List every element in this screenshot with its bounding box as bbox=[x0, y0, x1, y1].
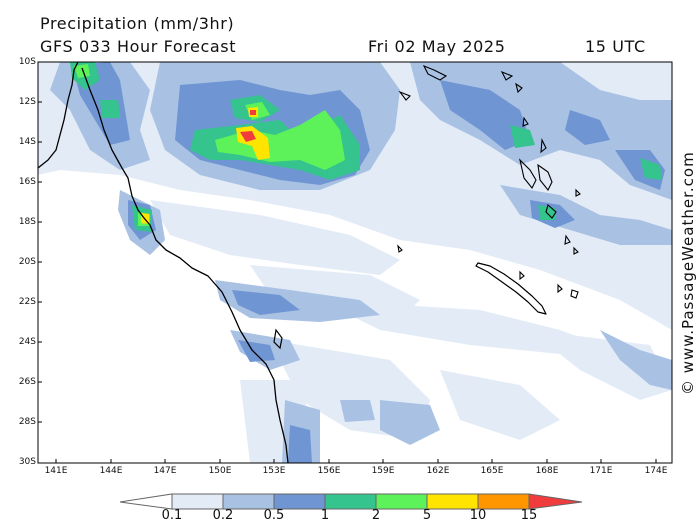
lat-label: 22S bbox=[18, 297, 36, 307]
lon-label: 168E bbox=[535, 466, 559, 476]
lat-label: 16S bbox=[18, 177, 36, 187]
lat-label: 30S bbox=[18, 457, 36, 467]
lon-label: 174E bbox=[644, 466, 668, 476]
legend-label: 10 bbox=[469, 508, 487, 523]
lat-label: 10S bbox=[18, 57, 36, 67]
legend-label: 0.1 bbox=[161, 508, 183, 523]
lon-label: 162E bbox=[426, 466, 450, 476]
legend-label: 0.2 bbox=[212, 508, 234, 523]
credit-watermark: © www.PassageWeather.com bbox=[679, 151, 697, 395]
forecast-subtitle: GFS 033 Hour Forecast bbox=[40, 37, 237, 56]
lat-label: 28S bbox=[18, 417, 36, 427]
legend-label: 15 bbox=[520, 508, 538, 523]
lon-label: 159E bbox=[371, 466, 395, 476]
lat-label: 12S bbox=[18, 97, 36, 107]
lon-label: 147E bbox=[153, 466, 177, 476]
legend-label: 0.5 bbox=[263, 508, 285, 523]
lat-label: 18S bbox=[18, 217, 36, 227]
lat-label: 20S bbox=[18, 257, 36, 267]
chart-title: Precipitation (mm/3hr) bbox=[40, 14, 235, 33]
precip-layer bbox=[38, 62, 672, 463]
lat-label: 26S bbox=[18, 377, 36, 387]
legend-label: 2 bbox=[371, 508, 381, 523]
lon-label: 141E bbox=[44, 466, 68, 476]
forecast-time: 15 UTC bbox=[585, 37, 646, 56]
lon-label: 165E bbox=[480, 466, 504, 476]
lat-label: 14S bbox=[18, 137, 36, 147]
forecast-date: Fri 02 May 2025 bbox=[368, 37, 506, 56]
lon-label: 171E bbox=[589, 466, 613, 476]
lon-label: 156E bbox=[317, 466, 341, 476]
lon-label: 144E bbox=[99, 466, 123, 476]
legend-label: 5 bbox=[422, 508, 432, 523]
lon-label: 153E bbox=[262, 466, 286, 476]
lon-label: 150E bbox=[208, 466, 232, 476]
lat-label: 24S bbox=[18, 337, 36, 347]
legend-colorbar bbox=[119, 493, 583, 510]
legend-label: 1 bbox=[320, 508, 330, 523]
